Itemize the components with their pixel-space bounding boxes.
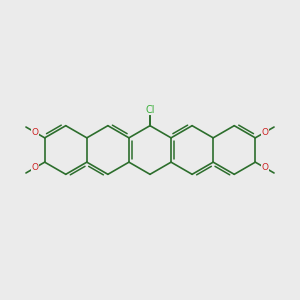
Text: O: O: [262, 164, 269, 172]
Text: Cl: Cl: [145, 104, 155, 115]
Text: Cl: Cl: [145, 104, 155, 114]
Text: O: O: [262, 128, 269, 136]
Text: O: O: [31, 164, 38, 172]
Text: O: O: [31, 128, 38, 136]
